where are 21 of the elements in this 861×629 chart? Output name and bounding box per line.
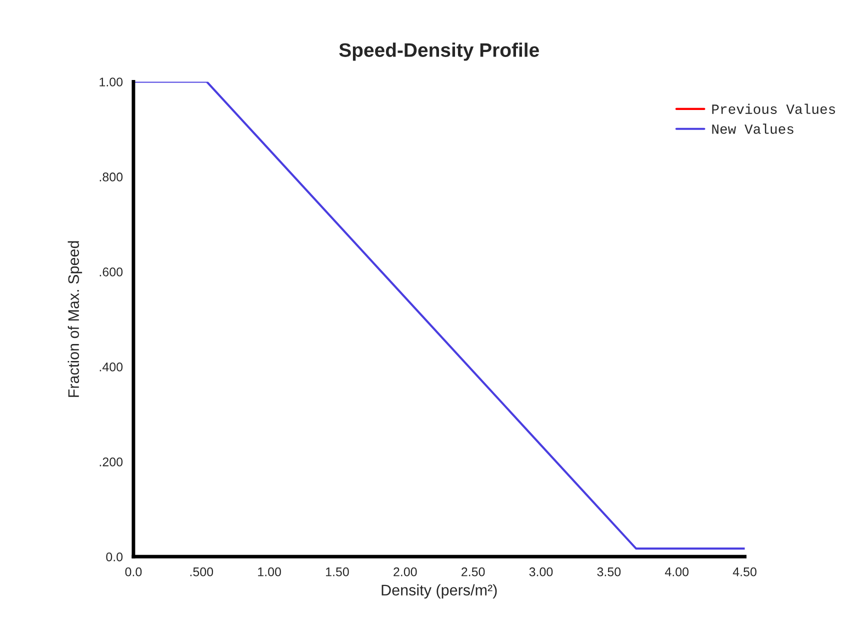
x-tick-label: .500 (190, 567, 214, 576)
x-tick-label: 3.50 (597, 567, 621, 576)
y-tick-label: 0.0 (106, 552, 123, 562)
y-tick-label: 1.00 (100, 78, 123, 86)
chart-title: Speed-Density Profile (339, 42, 539, 61)
x-tick-label: 4.50 (732, 567, 756, 576)
y-tick-label: .400 (100, 362, 123, 372)
y-tick-label: .800 (100, 172, 123, 182)
x-axis-title: Density (pers/m²) (382, 584, 497, 599)
x-tick-label: 1.00 (258, 567, 281, 576)
legend-label: Previous Values (712, 104, 836, 114)
y-tick-label: .200 (100, 457, 123, 466)
x-tick-label: 4.00 (664, 567, 689, 576)
x-tick-label: 0.0 (125, 567, 142, 576)
legend-label: New Values (712, 124, 794, 134)
y-axis-title: Fraction of Max. Speed (68, 241, 82, 397)
y-tick-label: .600 (100, 268, 123, 276)
x-tick-label: 3.00 (529, 567, 553, 576)
x-tick-label: 2.00 (394, 567, 417, 576)
x-tick-label: 2.50 (462, 567, 485, 576)
x-tick-label: 1.50 (326, 567, 349, 576)
